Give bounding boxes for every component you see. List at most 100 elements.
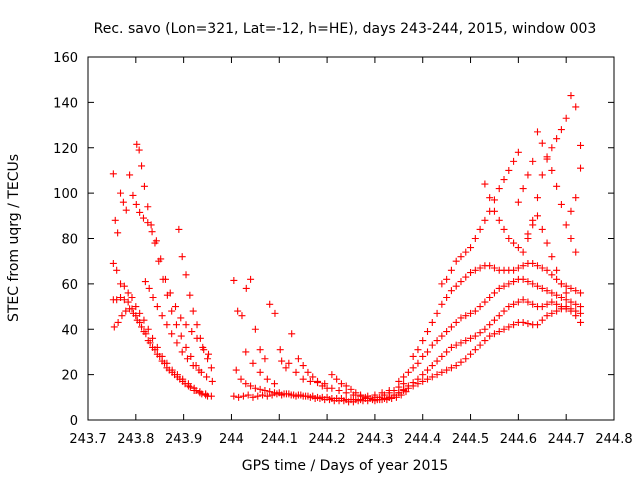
data-point [524,320,532,328]
data-point [378,389,386,397]
x-tick-label: 243.9 [165,432,202,447]
x-tick-label: 244.6 [500,432,537,447]
data-point [337,380,345,388]
data-point [122,206,130,214]
data-point [126,305,134,313]
data-point [567,307,575,315]
data-point [182,271,190,279]
data-point [129,191,137,199]
data-point [168,307,176,315]
data-point [471,235,479,242]
data-point [178,253,186,261]
data-point [490,264,498,272]
data-point [347,385,355,393]
data-point [342,389,350,397]
data-point [457,339,465,347]
data-point [562,282,570,290]
data-point [577,289,585,297]
data-point [193,321,201,329]
x-axis-label: GPS time / Days of year 2015 [242,458,449,474]
data-point [519,275,527,283]
data-point [486,321,494,329]
data-point [438,368,446,376]
data-point [400,385,408,393]
data-point [490,330,498,338]
data-point [457,358,465,366]
data-point [486,194,494,202]
data-point [452,318,460,326]
data-point [195,366,203,374]
data-point [361,393,369,401]
y-tick-label: 100 [53,187,78,202]
data-point [176,375,184,383]
data-point [524,171,532,179]
data-point [337,394,345,402]
data-point [567,92,575,100]
data-point [519,318,527,326]
data-point [462,337,470,345]
data-point [414,346,422,354]
data-series [109,170,213,358]
data-point [175,225,183,233]
data-point [510,239,518,247]
data-point [168,330,176,338]
data-point [120,282,128,290]
data-point [189,307,197,315]
data-point [476,341,484,349]
data-point [543,287,551,295]
data-series [514,128,585,229]
data-point [109,170,117,178]
data-point [278,357,286,365]
data-point [490,207,498,215]
data-point [239,392,247,400]
data-point [553,307,561,315]
data-point [299,375,307,383]
data-point [467,269,475,277]
y-tick-label: 0 [70,414,78,429]
data-point [452,257,460,265]
chart-title: Rec. savo (Lon=321, Lat=-12, h=HE), days… [94,21,597,37]
data-point [548,289,556,297]
data-point [117,189,125,197]
data-point [142,330,150,338]
data-point [529,280,537,288]
y-tick-label: 60 [61,278,78,293]
data-point [285,359,293,367]
data-point [543,300,551,308]
data-point [476,329,484,337]
data-point [428,318,436,326]
data-point [117,293,125,301]
data-point [151,239,159,247]
data-point [163,321,171,329]
x-tick-label: 243.7 [69,432,106,447]
x-tick-label: 244.7 [548,432,585,447]
y-axis: 0 20 40 60 80 100 120 140 160 [53,51,614,429]
data-point [529,221,537,229]
data-point [424,366,432,374]
data-point [490,196,498,204]
data-point [543,153,551,161]
data-marks [109,92,585,406]
data-point [572,248,580,256]
data-point [133,140,141,148]
data-point [256,346,264,354]
data-point [572,103,580,111]
data-point [447,343,455,351]
data-point [538,139,546,147]
data-point [172,321,180,329]
data-point [261,387,269,395]
data-point [495,284,503,292]
data-point [467,309,475,317]
data-point [447,323,455,331]
data-point [438,332,446,340]
data-point [519,262,527,270]
data-point [538,316,546,324]
data-point [118,312,126,320]
data-point [275,389,283,397]
data-point [205,350,213,358]
data-point [548,271,556,279]
data-point [443,348,451,356]
data-point [553,266,561,274]
data-point [452,341,460,349]
